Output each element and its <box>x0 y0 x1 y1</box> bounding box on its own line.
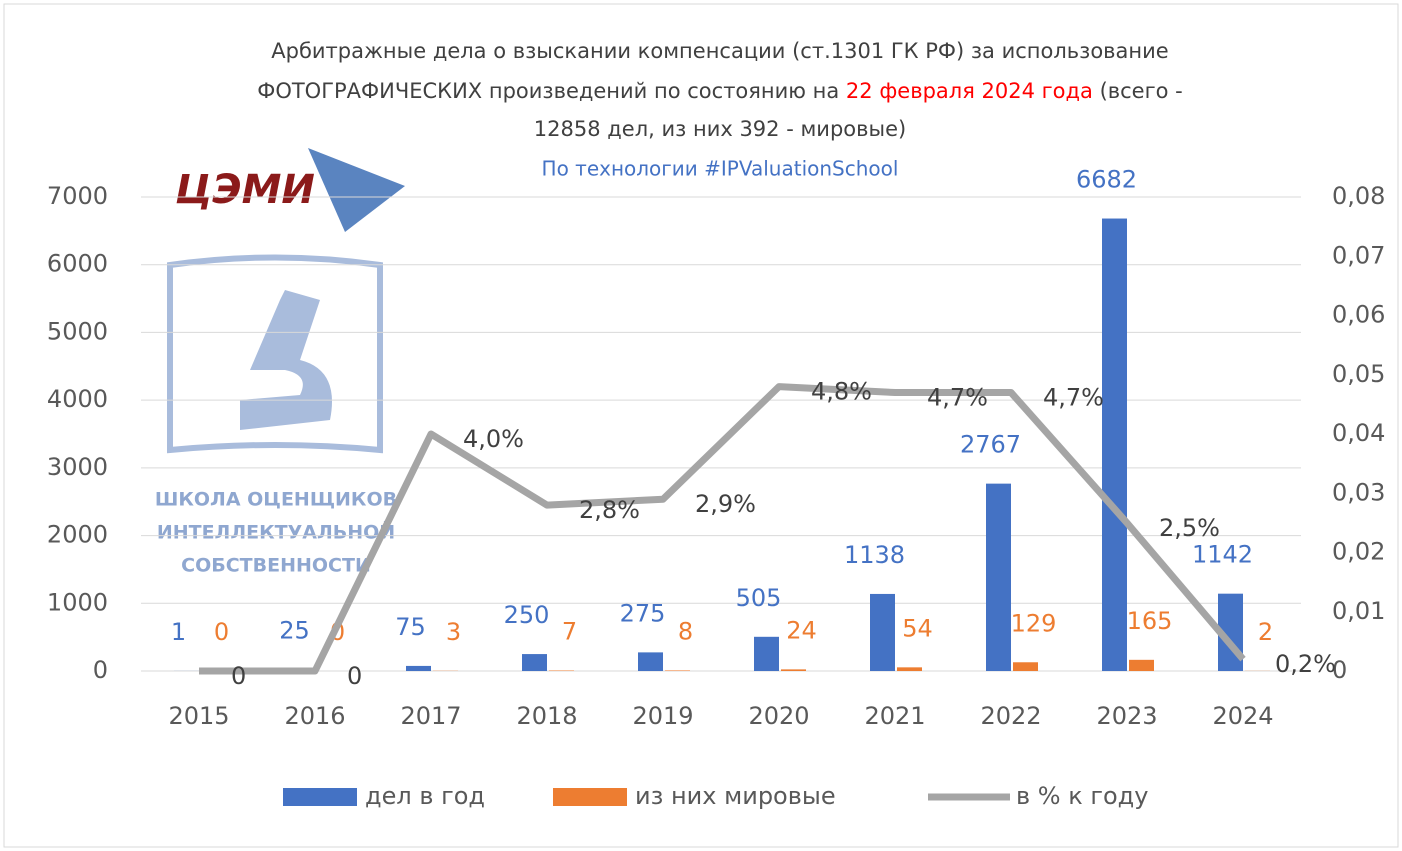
y-tick-label: 6000 <box>47 250 108 278</box>
chart-title: ФОТОГРАФИЧЕСКИХ произведений по состояни… <box>257 79 1183 103</box>
y-tick-label: 0 <box>93 656 108 684</box>
y2-tick-label: 0,05 <box>1332 360 1385 388</box>
x-tick-label: 2024 <box>1212 702 1273 730</box>
data-label: 250 <box>504 601 550 629</box>
bar <box>870 593 895 671</box>
y-tick-label: 5000 <box>47 317 108 345</box>
data-label: 1142 <box>1192 541 1253 569</box>
bar <box>781 669 806 671</box>
bar <box>665 670 690 671</box>
data-label: 75 <box>395 613 426 641</box>
data-label: 54 <box>902 614 933 642</box>
bar <box>1102 218 1127 671</box>
legend-label: из них мировые <box>635 782 836 810</box>
bar <box>986 483 1011 671</box>
data-label: 4,7% <box>927 384 988 412</box>
bar <box>754 636 779 671</box>
data-label: 8 <box>678 617 693 645</box>
bar <box>406 665 431 671</box>
chart-title: 12858 дел, из них 392 - мировые) <box>534 117 906 141</box>
data-label: 0 <box>214 618 229 646</box>
x-tick-label: 2019 <box>632 702 693 730</box>
data-label: 3 <box>446 618 461 646</box>
data-label: 275 <box>620 599 666 627</box>
y2-tick-label: 0,08 <box>1332 182 1385 210</box>
logo-microscope <box>240 290 332 430</box>
chart-frame <box>3 3 1399 848</box>
logo-triangle <box>308 148 405 232</box>
data-label: 129 <box>1011 609 1057 637</box>
legend-label: в % к году <box>1016 782 1148 810</box>
data-label: 25 <box>279 616 310 644</box>
data-label: 0 <box>347 662 362 690</box>
data-label: 2,8% <box>579 496 640 524</box>
y2-tick-label: 0,06 <box>1332 301 1385 329</box>
data-label: 4,0% <box>463 425 524 453</box>
line-series <box>199 383 1246 675</box>
chart-subtitle: По технологии #IPValuationSchool <box>542 157 899 181</box>
legend-swatch <box>283 788 357 806</box>
y2-tick-label: 0,04 <box>1332 419 1385 447</box>
x-tick-label: 2017 <box>400 702 461 730</box>
logo-brand: ЦЭМИ <box>175 167 315 213</box>
y2-tick-label: 0,03 <box>1332 478 1385 506</box>
data-label: 7 <box>562 618 577 646</box>
logo-text: ИНТЕЛЛЕКТУАЛЬНОЙ <box>157 521 395 544</box>
data-label: 2,5% <box>1159 514 1220 542</box>
x-tick-label: 2020 <box>748 702 809 730</box>
data-label: 2,9% <box>695 490 756 518</box>
y2-tick-label: 0,01 <box>1332 597 1385 625</box>
data-label: 24 <box>786 616 817 644</box>
x-tick-label: 2015 <box>168 702 229 730</box>
title-part: (всего - <box>1093 79 1183 103</box>
title-part: ФОТОГРАФИЧЕСКИХ произведений по состояни… <box>257 79 846 103</box>
bar <box>897 667 922 671</box>
bar <box>1129 659 1154 671</box>
data-label: 2 <box>1258 618 1273 646</box>
x-tick-label: 2022 <box>980 702 1041 730</box>
data-label: 0,2% <box>1275 650 1336 678</box>
data-label: 6682 <box>1076 166 1137 194</box>
data-label: 1138 <box>844 541 905 569</box>
y2-tick-label: 0,07 <box>1332 241 1385 269</box>
x-tick-label: 2021 <box>864 702 925 730</box>
data-label: 165 <box>1127 607 1173 635</box>
data-label: 4,7% <box>1043 384 1104 412</box>
y-tick-label: 3000 <box>47 453 108 481</box>
legend-label: дел в год <box>365 782 485 810</box>
bar <box>522 654 547 671</box>
logo-text: ШКОЛА ОЦЕНЩИКОВ <box>155 489 397 511</box>
bar <box>1013 662 1038 671</box>
y-tick-label: 1000 <box>47 588 108 616</box>
y-tick-label: 2000 <box>47 521 108 549</box>
y-tick-label: 7000 <box>47 182 108 210</box>
x-tick-label: 2018 <box>516 702 577 730</box>
logo: ЦЭМИ ШКОЛА ОЦЕНЩИКОВ ИНТЕЛЛЕКТУАЛЬНОЙ СО… <box>155 148 405 577</box>
y2-tick-label: 0,02 <box>1332 538 1385 566</box>
logo-text: СОБСТВЕННОСТИ <box>181 555 371 577</box>
y-tick-label: 4000 <box>47 385 108 413</box>
legend-swatch <box>553 788 627 806</box>
data-label: 4,8% <box>811 378 872 406</box>
x-tick-label: 2016 <box>284 702 345 730</box>
title-highlight: 22 февраля 2024 года <box>846 79 1093 103</box>
y2-tick-label: 0 <box>1332 656 1347 684</box>
logo-book <box>167 254 383 454</box>
data-label: 1 <box>171 618 186 646</box>
x-tick-label: 2023 <box>1096 702 1157 730</box>
chart-title: Арбитражные дела о взыскании компенсации… <box>271 39 1168 63</box>
bar <box>638 652 663 671</box>
data-label: 0 <box>231 662 246 690</box>
data-label: 2767 <box>960 431 1021 459</box>
data-label: 505 <box>736 584 782 612</box>
